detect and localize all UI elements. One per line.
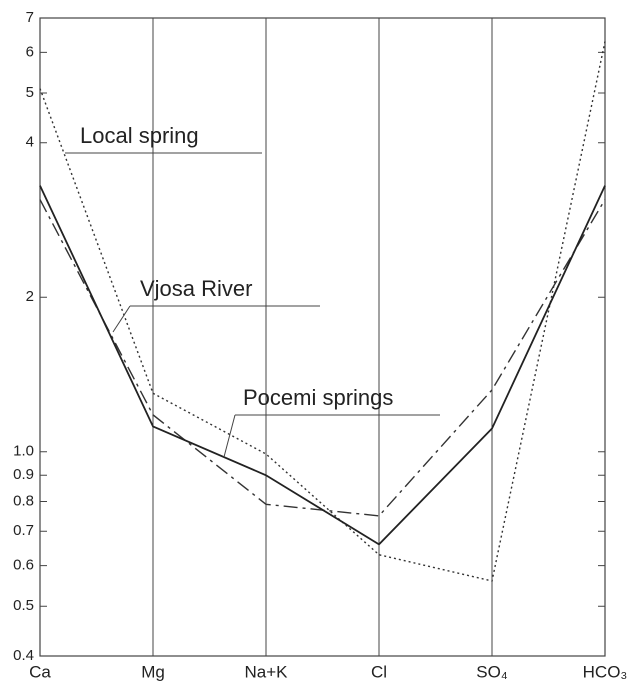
y-tick-label: 0.9 — [13, 466, 34, 483]
x-tick-label: Ca — [29, 662, 51, 681]
y-tick-label: 0.6 — [13, 557, 34, 574]
y-tick-label: 5 — [26, 84, 34, 101]
y-tick-label: 0.5 — [13, 597, 34, 614]
annotation: Pocemi springs — [243, 385, 393, 410]
x-tick-label: Cl — [371, 662, 387, 681]
y-tick-label: 1.0 — [13, 443, 34, 460]
x-tick-label: HCO₃ — [583, 662, 628, 681]
series-line — [39, 199, 606, 517]
y-tick-label: 0.7 — [13, 522, 34, 539]
x-tick-label: SO₄ — [476, 662, 508, 681]
x-tick-label: Mg — [141, 662, 165, 681]
y-tick-label: 4 — [26, 134, 34, 151]
y-tick-label: 2 — [26, 288, 34, 305]
x-tick-label: Na+K — [245, 662, 289, 681]
series-line — [39, 185, 606, 546]
y-tick-label: 7 — [26, 9, 34, 26]
y-tick-label: 6 — [26, 43, 34, 60]
annotation: Vjosa River — [140, 276, 252, 301]
y-tick-label: 0.4 — [13, 647, 34, 664]
leader-line — [112, 305, 131, 333]
y-tick-label: 0.8 — [13, 492, 34, 509]
plot-frame — [39, 17, 606, 657]
annotation: Local spring — [80, 123, 199, 148]
series-line — [39, 41, 606, 582]
leader-line — [223, 414, 236, 458]
